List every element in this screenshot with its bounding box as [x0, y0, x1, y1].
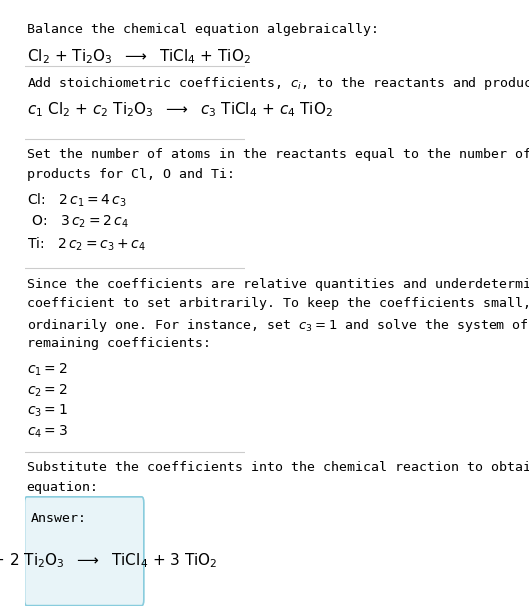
Text: Cl:   $2\,c_1 = 4\,c_3$: Cl: $2\,c_1 = 4\,c_3$ — [27, 192, 126, 209]
Text: ordinarily one. For instance, set $c_3 = 1$ and solve the system of equations fo: ordinarily one. For instance, set $c_3 =… — [27, 317, 529, 334]
Text: $c_1$ Cl$_2$ + $c_2$ Ti$_2$O$_3$  $\longrightarrow$  $c_3$ TiCl$_4$ + $c_4$ TiO$: $c_1$ Cl$_2$ + $c_2$ Ti$_2$O$_3$ $\longr… — [27, 100, 333, 119]
Text: Set the number of atoms in the reactants equal to the number of atoms in the: Set the number of atoms in the reactants… — [27, 148, 529, 161]
FancyBboxPatch shape — [24, 497, 144, 606]
Text: Substitute the coefficients into the chemical reaction to obtain the balanced: Substitute the coefficients into the che… — [27, 461, 529, 473]
Text: Ti:   $2\,c_2 = c_3 + c_4$: Ti: $2\,c_2 = c_3 + c_4$ — [27, 236, 145, 253]
Text: Balance the chemical equation algebraically:: Balance the chemical equation algebraica… — [27, 22, 379, 36]
Text: O:   $3\,c_2 = 2\,c_4$: O: $3\,c_2 = 2\,c_4$ — [27, 214, 129, 230]
Text: products for Cl, O and Ti:: products for Cl, O and Ti: — [27, 168, 235, 180]
Text: $c_4 = 3$: $c_4 = 3$ — [27, 424, 68, 440]
Text: $c_3 = 1$: $c_3 = 1$ — [27, 403, 68, 419]
Text: Add stoichiometric coefficients, $c_i$, to the reactants and products:: Add stoichiometric coefficients, $c_i$, … — [27, 75, 529, 92]
Text: remaining coefficients:: remaining coefficients: — [27, 337, 211, 350]
Text: coefficient to set arbitrarily. To keep the coefficients small, the arbitrary va: coefficient to set arbitrarily. To keep … — [27, 297, 529, 310]
Text: Cl$_2$ + Ti$_2$O$_3$  $\longrightarrow$  TiCl$_4$ + TiO$_2$: Cl$_2$ + Ti$_2$O$_3$ $\longrightarrow$ T… — [27, 48, 251, 67]
Text: 2 Cl$_2$ + 2 Ti$_2$O$_3$  $\longrightarrow$  TiCl$_4$ + 3 TiO$_2$: 2 Cl$_2$ + 2 Ti$_2$O$_3$ $\longrightarro… — [0, 551, 218, 569]
Text: Answer:: Answer: — [31, 512, 87, 525]
Text: equation:: equation: — [27, 481, 99, 493]
Text: $c_1 = 2$: $c_1 = 2$ — [27, 361, 67, 378]
Text: $c_2 = 2$: $c_2 = 2$ — [27, 382, 67, 399]
Text: Since the coefficients are relative quantities and underdetermined, choose a: Since the coefficients are relative quan… — [27, 277, 529, 291]
